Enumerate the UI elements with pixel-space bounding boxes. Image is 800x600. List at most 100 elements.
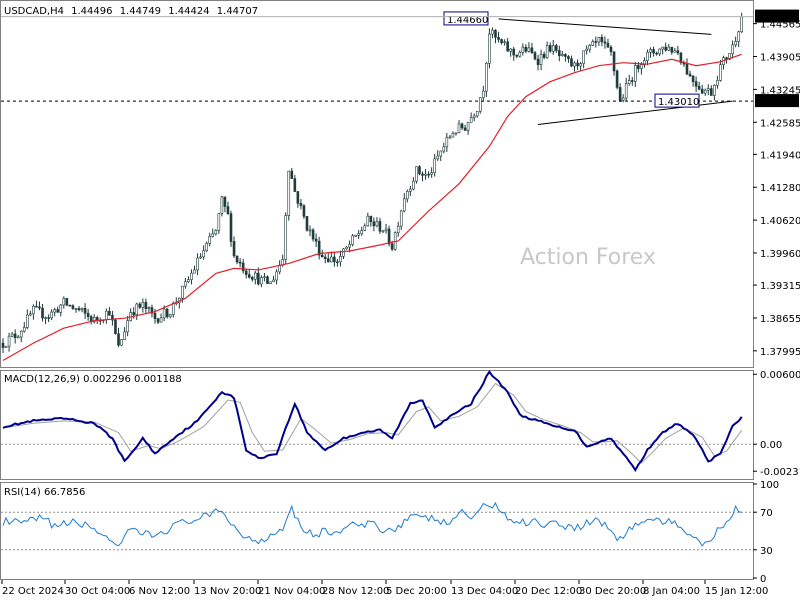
candle-body xyxy=(123,331,126,340)
candle-body xyxy=(463,127,467,131)
candle xyxy=(360,226,364,236)
candle-body xyxy=(585,48,588,52)
candle xyxy=(366,212,370,227)
candle xyxy=(691,75,695,87)
candle xyxy=(263,273,266,282)
candle-body xyxy=(62,298,66,306)
candle-body xyxy=(74,308,78,310)
price-panel[interactable] xyxy=(0,0,754,368)
candle xyxy=(545,41,549,59)
candle xyxy=(399,209,403,230)
candle-body xyxy=(436,155,440,160)
candle-body xyxy=(162,308,166,319)
candle xyxy=(421,171,424,182)
candle-body xyxy=(539,53,543,65)
macd-axis-label: 0.006007 xyxy=(760,370,800,381)
candle xyxy=(597,36,601,46)
candle-body xyxy=(621,97,625,101)
candle-body xyxy=(4,345,8,348)
candle-body xyxy=(661,46,664,50)
candle xyxy=(205,241,208,253)
candle-body xyxy=(241,262,245,272)
candle-body xyxy=(71,305,75,309)
candle-body xyxy=(19,330,23,338)
candle-body xyxy=(734,41,737,46)
candle-body xyxy=(184,281,187,287)
candle-body xyxy=(409,188,412,192)
candle xyxy=(199,253,202,259)
candle xyxy=(713,84,716,101)
candle xyxy=(670,46,674,55)
macd-panel[interactable] xyxy=(0,370,754,480)
candle xyxy=(305,216,309,232)
candle-body xyxy=(448,136,452,139)
candle-body xyxy=(250,277,254,280)
candle-body xyxy=(105,310,108,320)
candle xyxy=(406,189,409,203)
watermark: Action Forex xyxy=(520,245,656,270)
candle-body xyxy=(466,122,470,131)
candle xyxy=(564,53,567,62)
candle xyxy=(585,45,588,55)
candle-body xyxy=(311,229,315,240)
candle xyxy=(676,45,680,56)
candle xyxy=(214,229,218,236)
candle-body xyxy=(35,305,38,308)
candle xyxy=(472,113,476,122)
candle-body xyxy=(214,230,218,235)
candle-body xyxy=(488,33,491,64)
candle-body xyxy=(339,255,342,263)
candle-body xyxy=(612,51,616,72)
candle-body xyxy=(652,49,655,54)
candle xyxy=(114,318,117,335)
candle xyxy=(120,339,123,346)
candle xyxy=(527,42,531,53)
candle-body xyxy=(244,270,248,275)
level-tag-low[interactable] xyxy=(654,93,700,108)
candle-body xyxy=(399,210,403,227)
price-axis-label: 1.40620 xyxy=(760,216,800,227)
candle xyxy=(339,250,342,267)
candle xyxy=(47,314,50,323)
candle-body xyxy=(348,244,351,248)
candle-body xyxy=(147,307,151,309)
candle xyxy=(62,296,66,309)
candle xyxy=(722,55,725,70)
candle-body xyxy=(187,279,190,283)
candle-body xyxy=(609,46,613,53)
time-axis-label: 28 Nov 12:00 xyxy=(322,586,389,597)
time-axis-label: 6 Nov 12:00 xyxy=(129,586,190,597)
candle xyxy=(16,334,20,339)
candle xyxy=(606,38,610,48)
candle-body xyxy=(606,42,610,48)
candle xyxy=(536,54,540,71)
candle-body xyxy=(38,306,41,309)
level-tag-high[interactable] xyxy=(443,11,489,26)
candle-body xyxy=(615,70,619,88)
candle xyxy=(503,39,506,46)
trendline[interactable] xyxy=(498,18,712,35)
header-close: 1.44707 xyxy=(217,6,258,17)
candle xyxy=(38,301,41,311)
candle xyxy=(603,36,607,49)
candle-body xyxy=(41,307,44,319)
candle-body xyxy=(618,87,622,101)
candle-body xyxy=(600,37,604,43)
rsi-panel[interactable] xyxy=(0,482,754,580)
candle xyxy=(71,304,75,310)
candle xyxy=(700,84,704,95)
candle-body xyxy=(457,123,461,134)
candle xyxy=(530,42,534,55)
candle-body xyxy=(694,81,698,87)
price-axis-label: 1.37995 xyxy=(760,347,800,358)
candle xyxy=(469,112,473,123)
candle-body xyxy=(637,65,640,69)
candle xyxy=(178,297,181,309)
candle xyxy=(478,97,482,114)
candle xyxy=(372,217,376,232)
candle xyxy=(627,74,631,86)
trendline[interactable] xyxy=(537,100,733,125)
candle-body xyxy=(16,336,20,339)
candle xyxy=(491,27,494,39)
